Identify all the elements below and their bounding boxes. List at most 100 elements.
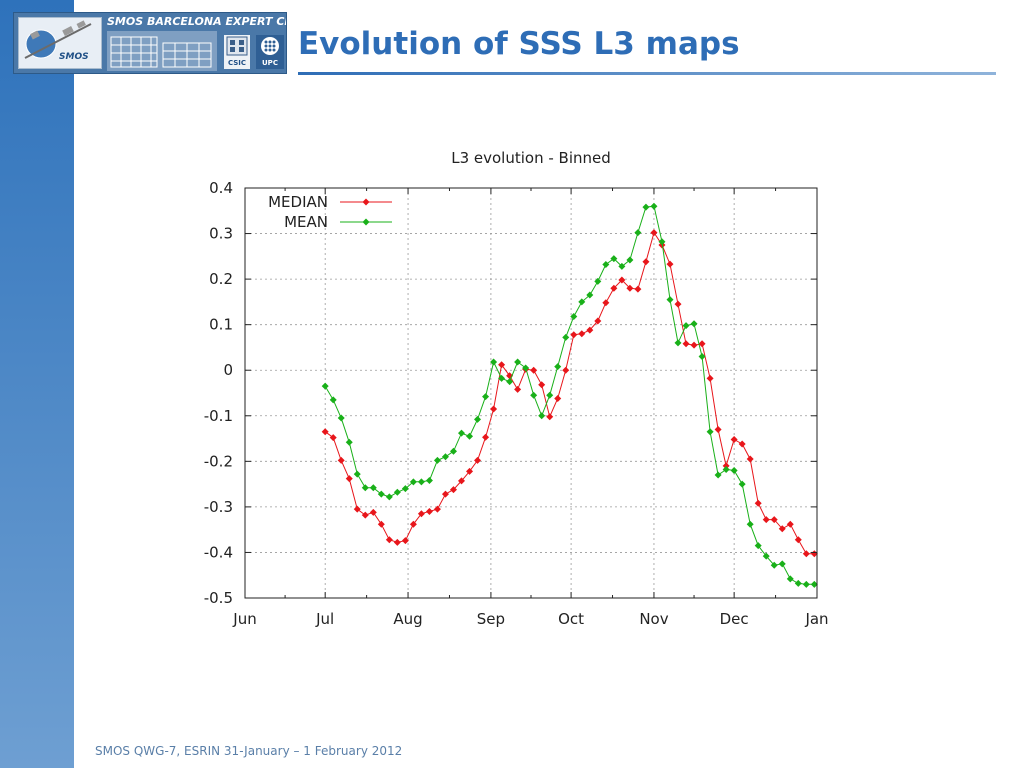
upc-label: UPC [262,59,278,67]
data-point-mean [369,484,377,492]
data-point-median [594,317,602,325]
data-point-mean [353,470,361,478]
series-mean [321,202,818,588]
data-point-median [770,516,778,524]
data-point-mean [449,447,457,455]
data-point-mean [586,291,594,299]
smos-satellite-logo: SMOS [18,17,102,69]
satellite-icon [24,20,92,59]
data-point-mean [361,484,369,492]
data-point-median [466,467,474,475]
data-point-median [698,340,706,348]
y-tick-label: 0.3 [209,225,233,243]
chart-ticks: 0.4 0.3 0.2 0.1 0 -0.1 -0.2 -0.3 -0.4 -0.5 Jun Jul A… [204,179,829,628]
data-point-mean [802,580,810,588]
data-point-median [682,340,690,348]
data-point-median [353,505,361,513]
data-point-median [666,260,674,268]
data-point-median [321,428,329,436]
upc-emblem-icon [261,37,279,55]
data-point-median [762,516,770,524]
data-point-mean [682,322,690,330]
data-point-mean [722,466,730,474]
legend-marker-median [362,198,370,206]
chart-title: L3 evolution - Binned [451,149,611,167]
data-point-median [618,276,626,284]
x-tick-label: Jan [804,610,828,628]
data-point-mean [714,471,722,479]
data-point-mean [393,488,401,496]
data-point-mean [698,353,706,361]
data-point-mean [746,520,754,528]
legend-marker-mean [362,218,370,226]
data-point-mean [441,453,449,461]
data-point-mean [730,466,738,474]
data-point-mean [594,277,602,285]
legend-label-median: MEDIAN [268,193,328,211]
x-tick-label: Aug [393,610,422,628]
y-tick-label: 0 [223,361,233,379]
data-point-mean [618,262,626,270]
data-point-median [746,455,754,463]
data-point-median [458,477,466,485]
data-point-mean [409,478,417,486]
data-point-mean [786,575,794,583]
data-point-median [722,462,730,470]
series-line-median [324,231,815,555]
y-tick-label: 0.1 [209,316,233,334]
data-point-median [554,394,562,402]
data-point-median [377,520,385,528]
data-point-median [634,285,642,293]
data-point-mean [762,552,770,560]
data-point-median [538,381,546,389]
data-point-median [578,330,586,338]
chart-grid [245,188,817,598]
data-point-median [490,405,498,413]
plot-frame [244,187,818,599]
data-point-mean [474,415,482,423]
data-point-median [754,499,762,507]
data-point-mean [658,238,666,246]
data-point-median [802,550,810,558]
data-point-mean [674,339,682,347]
data-point-mean [546,391,554,399]
data-point-mean [498,374,506,382]
x-tick-label: Jun [232,610,256,628]
data-point-mean [706,428,714,436]
legend-label-mean: MEAN [284,213,328,231]
data-point-mean [377,490,385,498]
data-point-mean [626,256,634,264]
y-tick-label: 0.2 [209,270,233,288]
data-point-median [674,300,682,308]
data-point-median [401,537,409,545]
data-point-mean [466,432,474,440]
data-point-mean [321,382,329,390]
data-point-median [730,435,738,443]
data-point-mean [810,580,818,588]
data-point-median [474,456,482,464]
data-point-median [385,536,393,544]
data-point-mean [778,560,786,568]
data-point-mean [538,412,546,420]
data-point-median [514,385,522,393]
data-point-mean [650,202,658,210]
data-point-median [449,486,457,494]
l3-evolution-chart: L3 evolution - Binned 0.4 0.3 0.2 0.1 0 -0.1 -… [204,149,829,628]
csic-logo [224,35,250,69]
data-point-median [425,507,433,515]
data-point-mean [329,396,337,404]
data-point-median [690,341,698,349]
x-tick-label: Jul [315,610,334,628]
data-point-median [361,511,369,519]
y-tick-label: 0.4 [209,179,233,197]
series-median [321,229,818,558]
chart-legend: MEDIAN MEAN [268,193,392,231]
data-point-mean [385,493,393,501]
data-point-mean [634,229,642,237]
building-icon [107,31,217,71]
x-tick-label: Sep [477,610,505,628]
data-point-median [778,525,786,533]
data-point-median [706,374,714,382]
data-point-mean [666,296,674,304]
x-tick-label: Dec [720,610,749,628]
